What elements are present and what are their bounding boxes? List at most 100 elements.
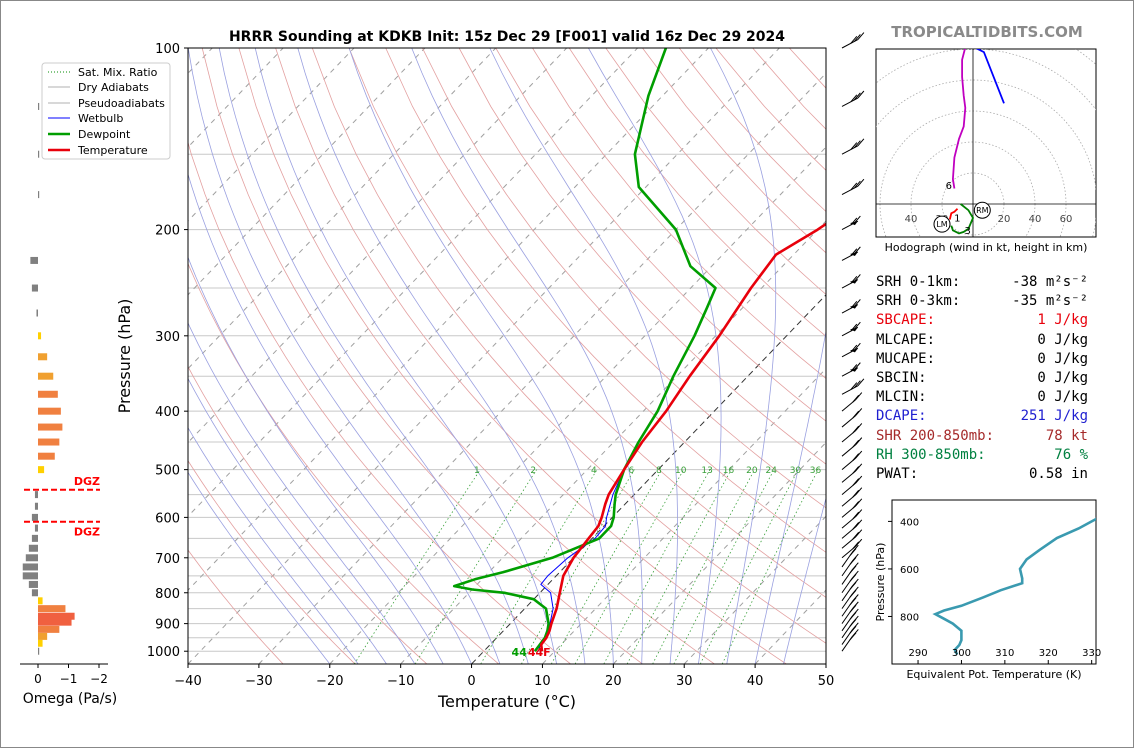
wind-barb-feather <box>850 276 858 284</box>
hodograph-tick-label: 40 <box>1029 214 1042 225</box>
wind-barb-feather <box>855 423 863 431</box>
dry-adiabat <box>188 140 571 664</box>
wind-barb-feather <box>849 589 857 598</box>
index-value: 78 kt <box>1045 427 1088 444</box>
wind-barb-feather <box>850 182 858 191</box>
theta-e-x-tick-label: 290 <box>908 648 927 659</box>
isotherm-line <box>188 48 638 518</box>
wind-barb-feather <box>850 248 858 257</box>
omega-bar <box>38 639 43 647</box>
wind-barb-feather <box>857 138 865 147</box>
moist-adiabat <box>188 256 444 664</box>
index-label: RH 300-850mb: <box>876 446 986 463</box>
wind-barb-pennant <box>849 304 858 309</box>
wind-barbs <box>841 32 865 652</box>
wind-barb-feather <box>853 362 861 370</box>
storm-motion-marker <box>933 215 951 233</box>
y-tick-label: 100 <box>155 42 180 57</box>
omega-bar <box>38 102 40 110</box>
omega-bar <box>38 191 40 199</box>
theta-e-y-tick-label: 600 <box>900 565 919 576</box>
omega-bar <box>38 372 54 380</box>
wind-barb-feather <box>850 94 858 103</box>
wind-barb-feather <box>852 466 860 474</box>
hodograph-tick-label: 40 <box>905 214 918 225</box>
wind-barb-feather <box>849 618 857 627</box>
index-value: 0.58 in <box>1028 466 1088 482</box>
moist-adiabat <box>754 329 826 664</box>
index-value: 0 J/kg <box>1037 370 1088 386</box>
omega-bar <box>34 524 38 532</box>
isotherm-line <box>188 48 568 444</box>
omega-bar <box>22 563 38 571</box>
y-tick-label: 500 <box>155 464 180 479</box>
hodograph-trace <box>948 208 959 220</box>
hodograph-trace <box>975 49 1005 104</box>
mixing-ratio-line <box>550 469 663 664</box>
isotherm-line <box>188 48 709 591</box>
index-value: -38 m²s⁻² <box>1012 274 1088 290</box>
theta-e-y-label: Pressure (hPa) <box>874 543 887 622</box>
omega-bar <box>38 466 45 474</box>
wind-barb-feather <box>850 300 858 309</box>
hodograph-tick-label: 60 <box>1060 214 1073 225</box>
x-tick-label: 20 <box>605 674 622 689</box>
dry-adiabat <box>495 48 826 422</box>
isotherm-line <box>188 48 426 296</box>
mixing-ratio-label: 6 <box>628 466 634 476</box>
wind-barb-feather <box>852 522 860 530</box>
wind-barb-feather <box>850 142 858 150</box>
mixing-ratio-label: 8 <box>656 466 662 476</box>
wind-barb-feather <box>852 410 860 419</box>
mixing-ratio-label: 2 <box>530 466 536 476</box>
legend-dry-adiabats: Dry Adiabats <box>78 81 149 94</box>
wind-barb-feather <box>850 323 858 332</box>
omega-bar <box>38 390 58 398</box>
dry-adiabat <box>238 48 715 664</box>
wind-barb-feather <box>855 498 863 507</box>
omega-tick-label: −2 <box>90 672 108 686</box>
moist-adiabat <box>588 48 722 664</box>
dry-adiabat <box>385 48 826 553</box>
wind-barb-feather <box>852 478 860 486</box>
wind-barb-pennant <box>849 279 858 284</box>
mixing-ratio-line <box>699 469 799 664</box>
omega-bar <box>22 572 38 580</box>
wind-barb-feather <box>857 178 865 187</box>
x-tick-label: 50 <box>818 674 835 689</box>
mixing-ratio-line <box>414 469 537 664</box>
wind-barb-feather <box>853 180 861 189</box>
wind-barb-feather <box>853 215 861 224</box>
wind-barb-feather <box>855 487 863 496</box>
wind-barb-feather <box>850 344 858 353</box>
index-value: 0 J/kg <box>1037 389 1088 406</box>
moist-adiabat <box>188 426 359 664</box>
hodograph-height-label: 6 <box>946 181 952 192</box>
dgz-label: DGZ <box>74 475 100 488</box>
wind-barb-feather <box>849 632 857 641</box>
hodograph-tick-label: 20 <box>998 214 1011 225</box>
moist-adiabat <box>188 48 501 664</box>
wind-barb-feather <box>849 565 857 574</box>
hodograph-height-label: 9 <box>981 40 987 51</box>
hodograph-caption: Hodograph (wind in kt, height in km) <box>885 241 1088 254</box>
storm-motion-label: RM <box>976 206 989 215</box>
omega-bar <box>38 423 63 431</box>
omega-x-label: Omega (Pa/s) <box>23 691 118 707</box>
index-label: MLCAPE: <box>876 331 936 348</box>
omega-panel: 0 −1 −2 DGZ DGZ <box>20 102 108 686</box>
omega-bar <box>31 284 38 292</box>
mixing-ratio-label: 1 <box>474 466 480 476</box>
omega-bar <box>34 502 38 510</box>
wind-barb-feather <box>855 408 863 416</box>
omega-bar <box>38 647 40 655</box>
mixing-ratio-label: 36 <box>810 466 822 476</box>
y-tick-label: 300 <box>155 330 180 345</box>
hodograph-clip: 402020406096321LMRM <box>876 40 1096 237</box>
omega-bar <box>38 625 60 633</box>
hodograph-trace <box>950 203 975 235</box>
wind-barb-feather <box>849 582 857 590</box>
theta-e-clip <box>932 517 1096 656</box>
theta-e-x-label: Equivalent Pot. Temperature (K) <box>906 668 1081 681</box>
